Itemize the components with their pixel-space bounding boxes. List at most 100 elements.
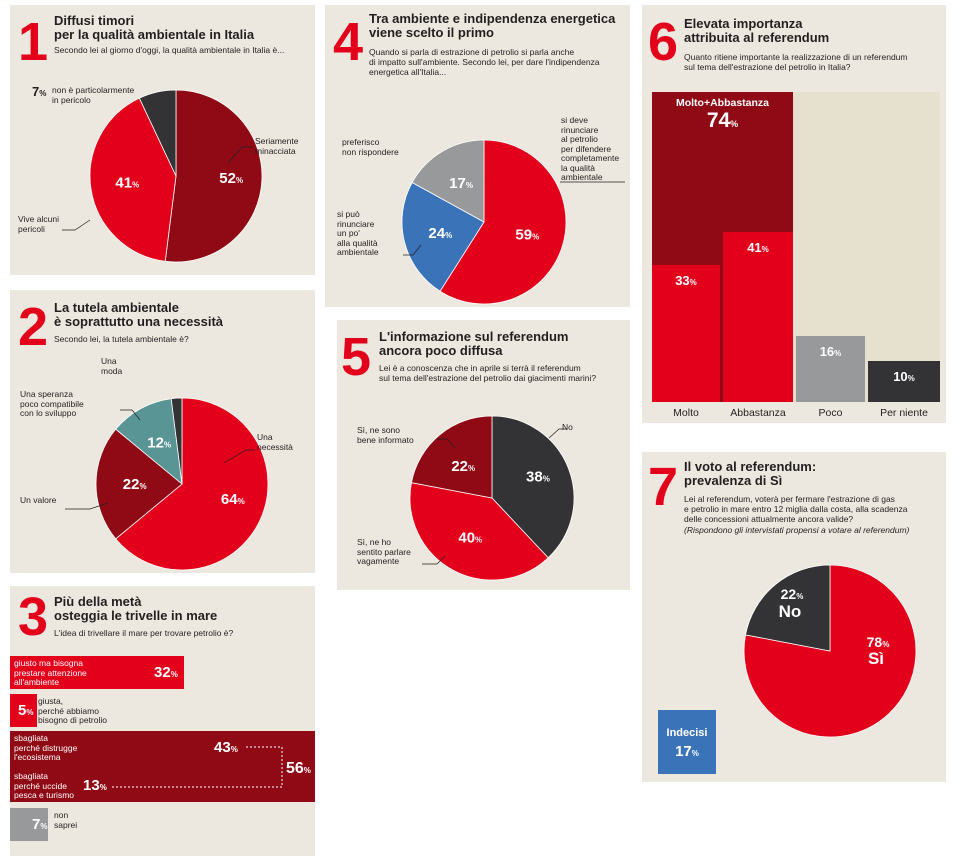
leader-line <box>120 409 141 421</box>
slice-label: Sì, ne ho sentito parlare vagamente <box>357 537 411 566</box>
pie-slice <box>115 397 269 571</box>
column-value: 16% <box>819 344 842 359</box>
pie-slice <box>401 181 485 292</box>
pie-slice <box>138 89 177 177</box>
panel-number: 6 <box>648 12 678 72</box>
panel-2: 2 La tutela ambientale è soprattutto una… <box>10 290 315 573</box>
pie-slice <box>439 139 567 305</box>
bar-label: non saprei <box>54 810 78 830</box>
panel-title: Tra ambiente e indipendenza energetica v… <box>369 11 616 40</box>
leader-line <box>62 219 91 231</box>
pie-slice <box>491 415 575 559</box>
bar-label: giusta, perché abbiamo bisogno di petrol… <box>38 696 107 725</box>
panel-subtitle: Quando si parla di estrazione di petroli… <box>369 47 600 77</box>
pie-slice <box>115 398 183 485</box>
slice-label: Seriamente minacciata <box>255 136 299 156</box>
leader-line <box>437 438 456 449</box>
panel-number: 7 <box>648 457 678 517</box>
panel-subtitle: Quanto ritiene importante la realizzazio… <box>684 52 908 72</box>
bar-value: 7% <box>32 816 48 833</box>
panel-subtitle: Secondo lei al giorno d'oggi, la qualità… <box>54 45 285 55</box>
panel-6: 6 Elevata importanza attribuita al refer… <box>642 5 946 423</box>
panel-number: 5 <box>341 327 371 387</box>
panel-4: 4 Tra ambiente e indipendenza energetica… <box>325 5 630 307</box>
pie-slice <box>410 415 493 499</box>
column-bar: 10% <box>868 361 940 402</box>
leader-line <box>223 449 255 464</box>
slice-label: 7% <box>32 84 47 99</box>
slice-label: Sì <box>868 649 884 668</box>
pie-slice <box>170 397 183 485</box>
bar <box>10 656 184 689</box>
bar-value: 32% <box>154 664 178 681</box>
column-bar: 33% <box>652 265 720 402</box>
pie-chart: 59%24%17% <box>401 139 625 305</box>
panel-number: 4 <box>333 12 363 72</box>
column-value: 10% <box>893 369 915 384</box>
slice-label: Una necessità <box>257 432 293 452</box>
bar-label: giusto ma bisogna prestare attenzione al… <box>14 658 87 687</box>
panel-title: La tutela ambientale è soprattutto una n… <box>54 300 224 329</box>
panel-title: L'informazione sul referendum ancora poc… <box>379 329 569 358</box>
panel-title: Più della metà osteggia le trivelle in m… <box>54 594 218 623</box>
pie-chart: 64%22%12% <box>65 397 269 571</box>
panel-subtitle: L'idea di trivellare il mare per trovare… <box>54 628 234 638</box>
column-bar: 41% <box>723 232 793 402</box>
leader-line <box>422 555 446 565</box>
panel-title: Diffusi timori per la qualità ambientale… <box>54 13 255 42</box>
bar <box>10 694 37 727</box>
bracket-line <box>110 746 283 788</box>
slice-label: Una speranza poco compatibile con lo svi… <box>20 389 84 418</box>
pie-slice <box>743 564 917 738</box>
slice-label: No <box>779 602 802 621</box>
panel-subtitle: Lei è a conoscenza che in aprile si terr… <box>379 363 597 383</box>
x-tick-label: Poco <box>818 407 843 419</box>
panel-number: 3 <box>18 587 48 647</box>
panel-subtitle: Lei al referendum, voterà per fermare l'… <box>684 494 908 524</box>
panel-title: Elevata importanza attribuita al referen… <box>684 16 830 45</box>
x-tick-label: Abbastanza <box>730 407 786 419</box>
bar <box>10 731 244 764</box>
combined-label: Molto+Abbastanza <box>675 97 770 109</box>
slice-label: non è particolarmente in pericolo <box>52 85 135 105</box>
pie-slice <box>411 139 485 223</box>
bar-label: sbagliata perché distrugge l'ecosistema <box>14 733 78 762</box>
leader-line <box>403 244 422 256</box>
combined-value: 74% <box>706 109 739 132</box>
bar-value: 13% <box>83 777 107 794</box>
column-value: 41% <box>747 240 769 255</box>
slice-label: preferisco non rispondere <box>342 137 399 157</box>
pie-chart: 52%41% <box>62 89 263 263</box>
panel-1: 1 Diffusi timori per la qualità ambienta… <box>10 5 315 275</box>
undecided-label: Indecisi <box>666 727 708 739</box>
panel-note: (Rispondono gli intervistati propensi a … <box>684 525 910 535</box>
panel-3: 3 Più della metà osteggia le trivelle in… <box>10 586 315 856</box>
bracket <box>110 746 283 788</box>
panel-5: 5 L'informazione sul referendum ancora p… <box>337 320 630 590</box>
bar-value: 5% <box>18 702 34 719</box>
slice-label: Sì, ne sono bene informato <box>357 425 414 445</box>
column-bar: 16% <box>796 336 865 402</box>
slice-label: si può rinunciare un po' alla qualità am… <box>337 209 379 257</box>
panel-subtitle: Secondo lei, la tutela ambientale è? <box>54 334 189 344</box>
pie-slice <box>89 97 177 262</box>
panel-7: 7 Il voto al referendum: prevalenza di S… <box>642 452 946 782</box>
leader-line <box>227 146 253 164</box>
pie-chart: 38%40%22% <box>409 415 575 581</box>
pie-slice <box>164 89 263 263</box>
panel-number: 2 <box>18 297 48 357</box>
slice-label: Vive alcuni pericoli <box>18 214 59 234</box>
bar <box>10 808 48 841</box>
total-value: 56% <box>286 760 311 777</box>
x-tick-label: Molto <box>673 407 699 419</box>
bar-label: sbagliata perché uccide pesca e turismo <box>14 771 74 800</box>
pie-slice <box>409 482 549 581</box>
panel-title: Il voto al referendum: prevalenza di Sì <box>684 459 817 488</box>
pie-slice <box>95 428 183 540</box>
slice-label: Un valore <box>20 495 57 505</box>
panel-number: 1 <box>18 12 48 72</box>
column-value: 33% <box>675 273 697 288</box>
bar <box>10 769 81 802</box>
undecided-value: 17% <box>675 743 699 760</box>
